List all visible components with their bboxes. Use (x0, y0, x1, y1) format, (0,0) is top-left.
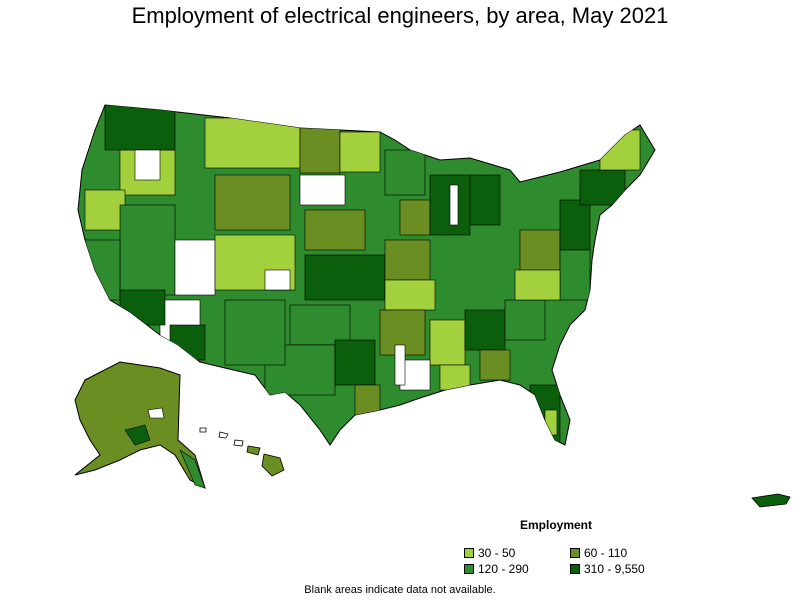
legend-swatch (464, 548, 474, 558)
legend-item: 120 - 290 (464, 562, 529, 576)
legend-item: 310 - 9,550 (570, 562, 645, 576)
legend-label: 30 - 50 (478, 546, 516, 560)
footnote: Blank areas indicate data not available. (304, 584, 496, 596)
puerto-rico (751, 493, 791, 508)
legend-item: 60 - 110 (570, 546, 627, 560)
contiguous-us (77, 104, 656, 446)
legend-label: 120 - 290 (478, 562, 529, 576)
hawaii (199, 427, 285, 477)
legend-item: 30 - 50 (464, 546, 515, 560)
legend-label: 60 - 110 (584, 546, 628, 560)
alaska (74, 361, 206, 490)
legend-label: 310 - 9,550 (584, 562, 645, 576)
legend-swatch (464, 564, 474, 574)
map-title: Employment of electrical engineers, by a… (131, 3, 669, 28)
legend-swatch (570, 564, 580, 574)
legend-title: Employment (520, 518, 593, 532)
legend-swatch (570, 548, 580, 558)
